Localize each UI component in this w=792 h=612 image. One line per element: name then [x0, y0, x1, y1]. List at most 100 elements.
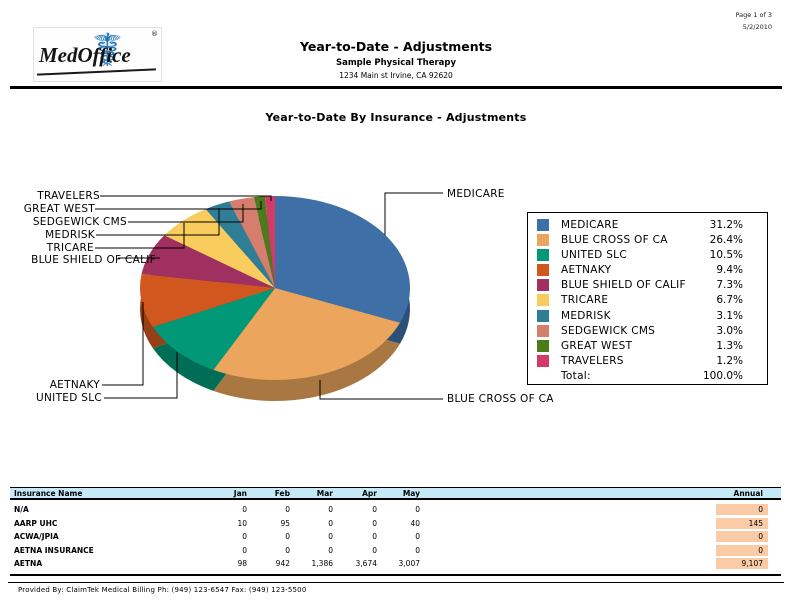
legend-value: 7.3% [716, 279, 743, 292]
pie-slice-8 [253, 196, 275, 288]
cell-may: 0 [415, 505, 420, 514]
table-bottom-rule [10, 574, 781, 576]
col-header-may: May [402, 489, 420, 498]
legend-swatch [537, 234, 549, 247]
chart-legend: MEDICARE 31.2% BLUE CROSS OF CA 26.4% UNITED… [527, 212, 768, 385]
callout-aetnaky: AETNAKY [49, 379, 100, 391]
page-number: Page 1 of 3 [735, 11, 772, 19]
row-insurance-name: ACWA/JPIA [14, 532, 59, 541]
legend-row-0: MEDICARE 31.2% [528, 219, 767, 234]
report-title: Year-to-Date - Adjustments [299, 39, 493, 54]
legend-swatch [537, 339, 549, 352]
pie-slice-7 [229, 197, 275, 288]
legend-label: Total: [561, 369, 591, 382]
cell-annual: 0 [716, 531, 768, 542]
cell-mar: 0 [328, 546, 333, 555]
callout-line-9 [319, 380, 443, 400]
chart-title: Year-to-Date By Insurance - Adjustments [265, 111, 527, 124]
pie-slice-9 [264, 196, 275, 288]
callout-line-3 [96, 208, 220, 236]
callout-line-1 [95, 201, 262, 210]
legend-row-1: BLUE CROSS OF CA 26.4% [528, 234, 767, 249]
legend-label: BLUE CROSS OF CA [561, 234, 668, 247]
cell-apr: 0 [372, 546, 377, 555]
legend-row-8: GREAT WEST 1.3% [528, 339, 767, 355]
header-rule [10, 86, 782, 89]
callout-great-west: GREAT WEST [23, 203, 95, 215]
cell-feb: 0 [285, 505, 290, 514]
legend-row-7: SEDGEWICK CMS 3.0% [528, 324, 767, 340]
legend-swatch [537, 219, 549, 231]
callout-line-2 [128, 204, 244, 223]
col-header-jan: Jan [233, 489, 247, 498]
callout-line-4 [95, 223, 185, 249]
cell-jan: 0 [242, 532, 247, 541]
legend-row-3: AETNAKY 9.4% [528, 264, 767, 279]
callout-sedgewick: SEDGEWICK CMS [32, 216, 127, 228]
legend-swatch [537, 279, 549, 292]
legend-value: 6.7% [716, 294, 743, 307]
col-header-apr: Apr [362, 489, 377, 498]
row-insurance-name: N/A [14, 505, 29, 514]
callout-travelers: TRAVELERS [37, 190, 100, 202]
callout-line-0 [100, 195, 272, 201]
cell-mar: 0 [328, 532, 333, 541]
legend-label: UNITED SLC [561, 249, 627, 262]
col-header-annual: Annual [733, 489, 763, 498]
cell-mar: 1,386 [311, 559, 333, 568]
pie-slice-2 [152, 288, 275, 370]
callout-line-6 [102, 302, 144, 386]
callout-blue-shield: BLUE SHIELD OF CALIF [31, 254, 156, 266]
callout-line-8 [384, 192, 443, 235]
legend-label: SEDGEWICK CMS [561, 324, 656, 337]
cell-feb: 942 [275, 559, 290, 568]
legend-row-2: UNITED SLC 10.5% [528, 249, 767, 264]
cell-may: 0 [415, 532, 420, 541]
cell-apr: 0 [372, 519, 377, 528]
legend-label: TRICARE [561, 294, 609, 307]
legend-row-4: BLUE SHIELD OF CALIF 7.3% [528, 279, 767, 294]
cell-annual: 0 [716, 545, 768, 556]
legend-swatch [537, 324, 549, 337]
cell-mar: 0 [328, 519, 333, 528]
col-header-mar: Mar [316, 489, 333, 498]
callout-tricare: TRICARE [46, 242, 94, 254]
callout-medrisk: MEDRISK [45, 229, 95, 241]
footer-text: Provided By: ClaimTek Medical Billing Ph… [18, 586, 307, 594]
legend-row-5: TRICARE 6.7% [528, 294, 767, 309]
legend-value: 26.4% [709, 234, 743, 247]
cell-apr: 3,674 [355, 559, 377, 568]
registered-mark: ® [151, 30, 158, 38]
cell-annual: 0 [716, 504, 768, 515]
practice-address: 1234 Main st Irvine, CA 92620 [339, 71, 453, 80]
legend-value: 10.5% [709, 249, 743, 262]
legend-label: AETNAKY [561, 264, 612, 277]
legend-value: 3.0% [716, 324, 743, 337]
caduceus-icon: ☤ [92, 23, 123, 77]
cell-may: 40 [410, 519, 420, 528]
legend-value: 1.2% [716, 354, 743, 367]
pie-slice-1 [213, 288, 400, 380]
cell-jan: 0 [242, 546, 247, 555]
row-insurance-name: AETNA [14, 559, 43, 568]
cell-jan: 98 [237, 559, 247, 568]
legend-swatch [537, 249, 549, 262]
cell-feb: 0 [285, 532, 290, 541]
table-row-1: AARP UHC 10 95 0 0 40 145 [10, 518, 781, 531]
cell-may: 3,007 [398, 559, 420, 568]
legend-label: MEDICARE [561, 219, 619, 231]
pie-slice-6 [205, 201, 275, 288]
practice-name: Sample Physical Therapy [335, 58, 457, 68]
legend-value: 31.2% [709, 219, 743, 231]
legend-label: BLUE SHIELD OF CALIF [561, 279, 686, 292]
callout-medicare: MEDICARE [447, 188, 505, 200]
callout-united-slc: UNITED SLC [36, 392, 102, 404]
cell-annual: 9,107 [716, 558, 768, 569]
cell-may: 0 [415, 546, 420, 555]
legend-row-9: TRAVELERS 1.2% [528, 354, 767, 370]
callout-blue-cross: BLUE CROSS OF CA [447, 393, 554, 405]
legend-value: 100.0% [702, 369, 743, 382]
legend-value: 1.3% [716, 339, 743, 352]
